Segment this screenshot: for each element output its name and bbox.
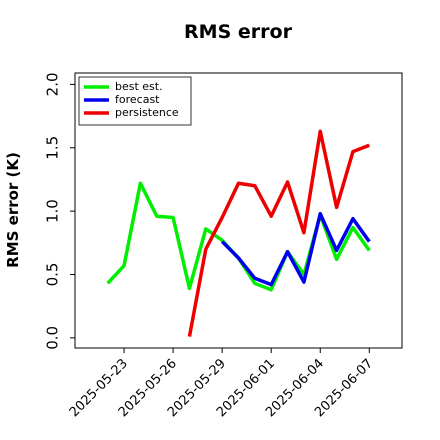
- y-tick-label: 0.5: [44, 263, 62, 287]
- y-axis-label: RMS error (K): [4, 152, 22, 268]
- y-tick-label: 0.0: [44, 326, 62, 350]
- chart-title: RMS error: [184, 21, 293, 43]
- legend-label: persistence: [115, 106, 179, 119]
- plot-frame: [74, 72, 403, 349]
- series-line: [220, 211, 371, 287]
- legend-label: best est.: [115, 80, 163, 93]
- y-tick-label: 1.0: [44, 199, 62, 223]
- legend-label: forecast: [115, 93, 160, 106]
- y-tick-label: 2.0: [44, 72, 62, 96]
- series-line: [187, 129, 370, 337]
- y-tick-label: 1.5: [44, 136, 62, 160]
